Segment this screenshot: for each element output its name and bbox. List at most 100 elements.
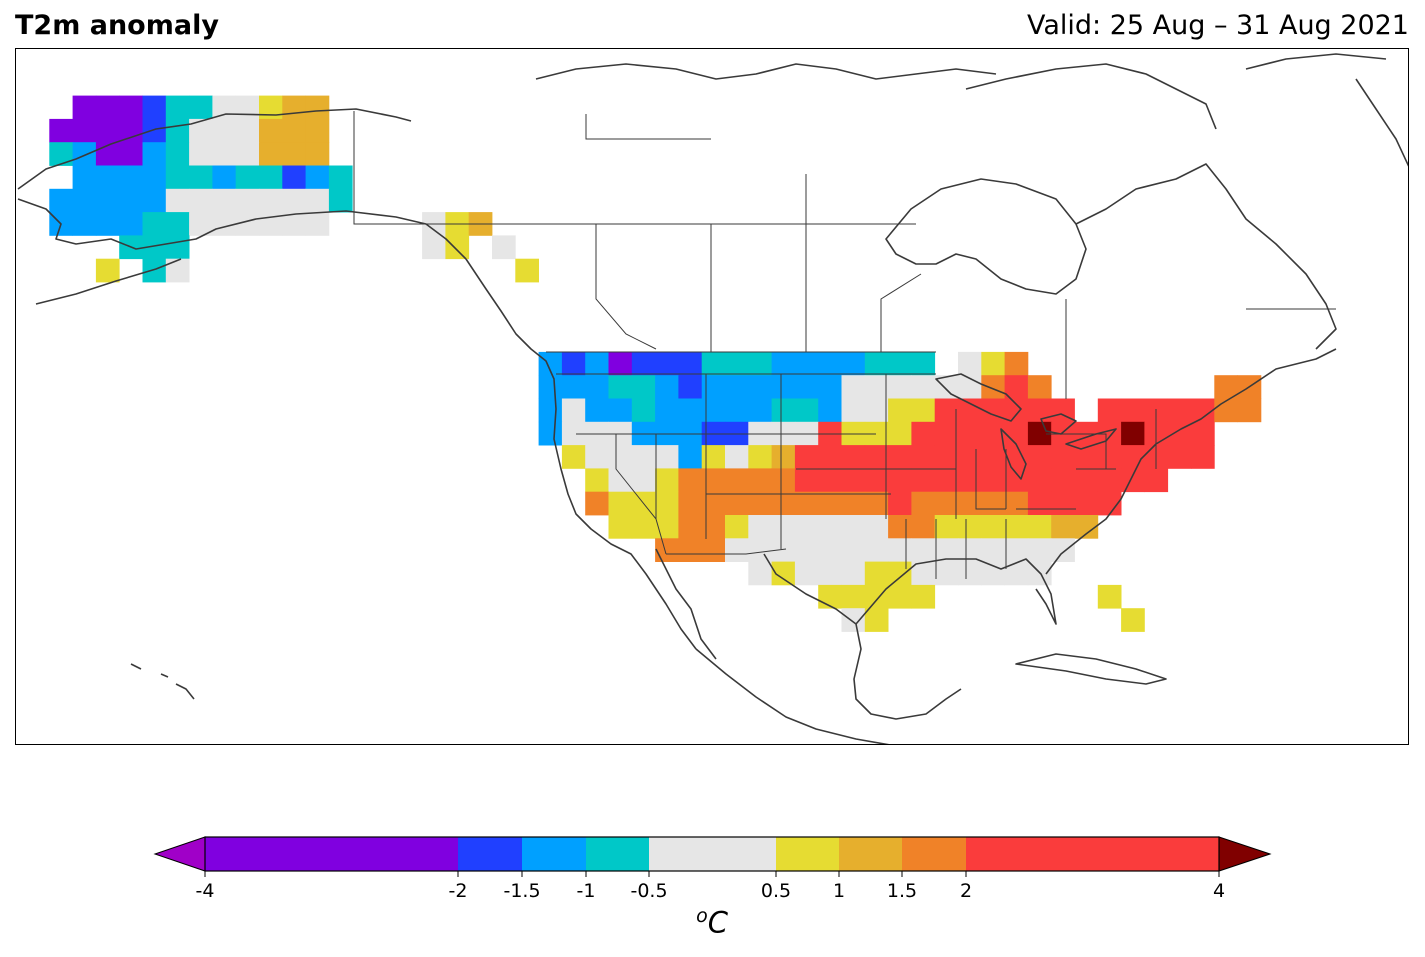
grid-cell: [631, 445, 656, 469]
grid-cell: [119, 165, 143, 190]
grid-cell: [818, 515, 842, 539]
grid-cell: [725, 445, 749, 469]
grid-cell: [958, 538, 982, 562]
colorbar-tick-label: 0.5: [760, 880, 792, 902]
grid-cell: [981, 421, 1005, 446]
grid-cell: [95, 188, 120, 213]
grid-cell: [818, 468, 842, 493]
grid-cell: [189, 142, 213, 166]
grid-cell: [818, 375, 842, 399]
grid-cell: [841, 445, 866, 469]
grid-cell: [911, 491, 936, 516]
grid-cell: [794, 491, 819, 516]
colorbar-tick-label: 1: [832, 880, 846, 902]
grid-cell: [701, 538, 726, 562]
grid-cell: [165, 212, 190, 236]
grid-cell: [888, 468, 912, 493]
grid-cell: [212, 212, 237, 236]
grid-cell: [1191, 398, 1215, 423]
grid-cell: [678, 398, 703, 423]
grid-cell: [282, 142, 306, 166]
grid-cell: [725, 398, 749, 423]
grid-cell: [934, 538, 959, 562]
grid-cell: [515, 258, 539, 283]
grid-cell: [1074, 468, 1099, 493]
grid-cell: [1167, 421, 1192, 446]
grid-cell: [631, 398, 656, 423]
grid-cell: [1167, 398, 1192, 423]
grid-cell: [771, 491, 796, 516]
grid-cell: [748, 561, 772, 586]
grid-cell: [655, 398, 679, 423]
grid-cell: [49, 118, 73, 143]
grid-cell: [981, 538, 1005, 562]
grid-cell: [1027, 515, 1052, 539]
grid-cell: [748, 445, 772, 469]
grid-cell: [212, 118, 237, 143]
grid-cell: [422, 235, 446, 260]
grid-cell: [864, 351, 889, 376]
grid-cell: [95, 118, 120, 143]
grid-cell: [958, 515, 982, 539]
colorbar-tick-label: -2: [448, 880, 468, 902]
grid-cell: [119, 95, 143, 120]
grid-cell: [771, 375, 796, 399]
grid-cell: [911, 398, 936, 423]
grid-cell: [841, 608, 866, 632]
grid-cell: [678, 351, 703, 376]
grid-cell: [538, 375, 563, 399]
colorbar-bin: [966, 837, 1219, 871]
grid-cell: [934, 421, 959, 446]
grid-cell: [864, 468, 889, 493]
grid-cell: [981, 375, 1005, 399]
grid-cell: [771, 445, 796, 469]
grid-cell: [235, 118, 260, 143]
grid-cell: [748, 468, 772, 493]
grid-cell: [1191, 421, 1215, 446]
grid-cell: [794, 375, 819, 399]
colorbar-tick-label: 1.5: [886, 880, 918, 902]
grid-cell: [142, 165, 167, 190]
grid-cell: [678, 445, 703, 469]
colorbar-tick-label: -1.5: [503, 880, 541, 902]
grid-cell: [1074, 445, 1099, 469]
grid-cell: [49, 188, 73, 213]
grid-cell: [864, 445, 889, 469]
grid-cell: [934, 561, 959, 586]
grid-cell: [725, 515, 749, 539]
grid-cell: [49, 142, 73, 166]
grid-cell: [259, 118, 283, 143]
grid-cell: [165, 142, 190, 166]
grid-cell: [142, 258, 167, 283]
grid-cell: [608, 351, 633, 376]
grid-cell: [934, 398, 959, 423]
grid-cell: [72, 188, 97, 213]
grid-cell: [608, 398, 633, 423]
grid-cell: [585, 468, 609, 493]
grid-cell: [794, 445, 819, 469]
grid-cell: [72, 118, 97, 143]
grid-cell: [72, 212, 97, 236]
grid-cell: [655, 515, 679, 539]
grid-cell: [841, 491, 866, 516]
grid-cell: [818, 398, 842, 423]
grid-cell: [748, 491, 772, 516]
grid-cell: [189, 118, 213, 143]
grid-cell: [794, 538, 819, 562]
grid-cell: [958, 351, 982, 376]
grid-cell: [888, 445, 912, 469]
grid-cell: [841, 584, 866, 609]
grid-cell: [655, 375, 679, 399]
grid-cell: [771, 561, 796, 586]
grid-cell: [305, 142, 330, 166]
grid-cell: [1214, 375, 1238, 399]
grid-cell: [585, 398, 609, 423]
colorbar-bins: [205, 837, 1219, 871]
grid-cell: [701, 468, 726, 493]
grid-cell: [1074, 491, 1099, 516]
grid-cell: [1027, 421, 1052, 446]
grid-cell: [189, 165, 213, 190]
grid-cell: [1097, 491, 1122, 516]
grid-cell: [259, 95, 283, 120]
